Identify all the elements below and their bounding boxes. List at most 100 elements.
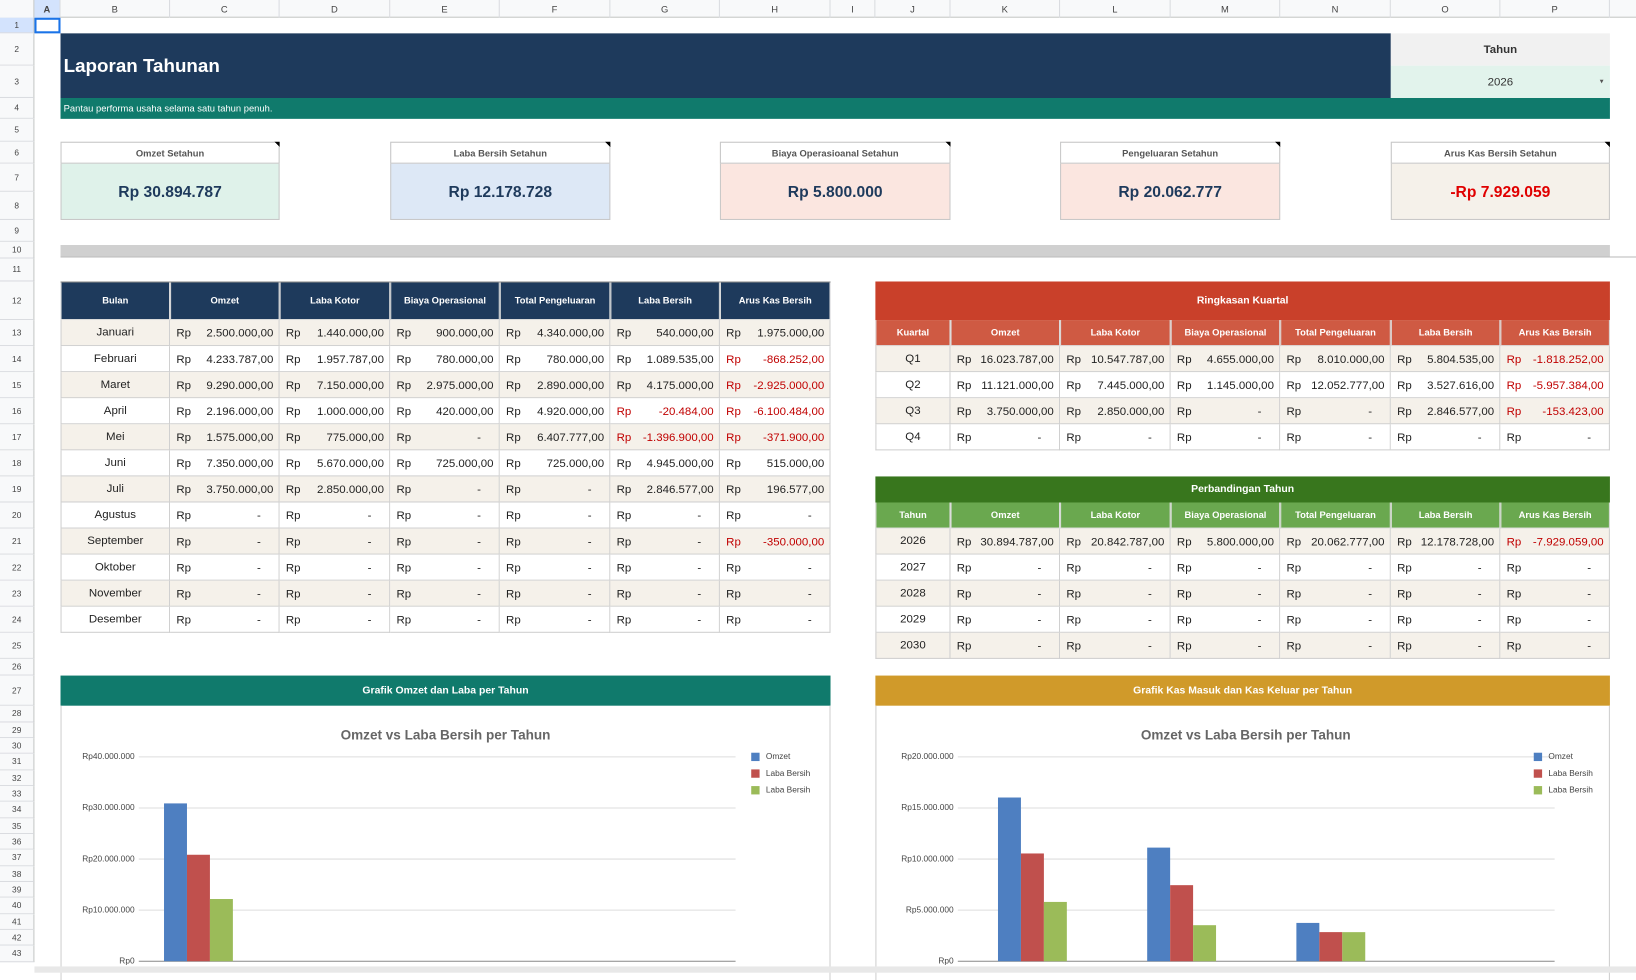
row-header[interactable]: 43 <box>0 945 35 963</box>
column-header[interactable]: G <box>610 0 720 18</box>
row-header[interactable]: 20 <box>0 502 35 529</box>
column-header[interactable]: N <box>1280 0 1391 18</box>
table-cell: 2030 <box>875 632 951 659</box>
row-header[interactable]: 24 <box>0 606 35 633</box>
row-header[interactable]: 32 <box>0 770 35 787</box>
dropdown-arrow: ▾ <box>1599 78 1604 85</box>
row-header[interactable]: 27 <box>0 675 35 706</box>
column-header[interactable]: C <box>170 0 280 18</box>
column-header[interactable]: I <box>831 0 876 18</box>
row-header[interactable]: 22 <box>0 554 35 581</box>
legend-swatch <box>1533 752 1543 762</box>
legend-label: Omzet <box>766 751 791 761</box>
column-header[interactable]: J <box>875 0 951 18</box>
currency: Rp <box>506 326 521 340</box>
amount: - <box>587 613 592 627</box>
table-cell <box>610 372 720 399</box>
row-header[interactable]: 41 <box>0 914 35 930</box>
amount: 2.196.000,00 <box>206 405 274 418</box>
table-cell <box>950 424 1061 451</box>
column-header[interactable]: B <box>61 0 171 18</box>
row-header[interactable]: 34 <box>0 801 35 819</box>
row-header[interactable]: 40 <box>0 897 35 915</box>
row-header[interactable]: 17 <box>0 424 35 451</box>
row-header[interactable]: 4 <box>0 97 35 119</box>
row-header[interactable]: 19 <box>0 476 35 503</box>
column-header[interactable]: D <box>280 0 391 18</box>
row-header[interactable]: 25 <box>0 632 35 659</box>
row-header[interactable]: 38 <box>0 866 35 882</box>
table-cell <box>170 424 280 451</box>
row-header[interactable]: 5 <box>0 118 35 142</box>
row-header[interactable]: 8 <box>0 191 35 220</box>
currency: Rp <box>726 509 741 522</box>
column-header[interactable]: H <box>720 0 831 18</box>
row-header[interactable]: 37 <box>0 849 35 867</box>
row-header[interactable]: 35 <box>0 818 35 835</box>
amount: 7.150.000,00 <box>316 378 384 392</box>
currency: Rp <box>1066 431 1081 444</box>
y-tick-label: Rp40.000.000 <box>82 751 135 761</box>
column-header[interactable]: A <box>34 0 61 18</box>
row-header[interactable]: 3 <box>0 65 35 98</box>
table-header: Kuartal <box>875 320 951 347</box>
row-header[interactable]: 13 <box>0 320 35 347</box>
row-header[interactable]: 18 <box>0 450 35 477</box>
column-header[interactable]: M <box>1171 0 1281 18</box>
row-header[interactable]: 9 <box>0 219 35 242</box>
row-header[interactable]: 42 <box>0 929 35 946</box>
row-header[interactable]: 30 <box>0 738 35 754</box>
divider-band <box>60 244 1610 257</box>
amount: - <box>477 509 481 522</box>
row-header[interactable]: 28 <box>0 705 35 723</box>
amount: - <box>1587 561 1592 574</box>
column-header[interactable]: L <box>1060 0 1171 18</box>
amount: 9.290.000,00 <box>206 378 274 392</box>
row-header[interactable]: 2 <box>0 33 35 66</box>
row-header[interactable]: 15 <box>0 372 35 399</box>
column-header[interactable]: F <box>500 0 611 18</box>
column-header[interactable]: P <box>1500 0 1610 18</box>
row-header[interactable]: 14 <box>0 346 35 373</box>
currency: Rp <box>726 535 741 548</box>
row-header[interactable]: 10 <box>0 241 35 259</box>
table-cell <box>1500 632 1610 659</box>
year-dropdown[interactable]: 2026 <box>1390 65 1610 98</box>
column-header[interactable]: O <box>1391 0 1501 18</box>
row-header[interactable]: 7 <box>0 163 35 192</box>
row-header[interactable]: 29 <box>0 722 35 739</box>
table-header: Laba Kotor <box>1060 502 1171 529</box>
table-cell <box>499 398 611 425</box>
amount: 725.000,00 <box>546 457 605 470</box>
row-header[interactable]: 16 <box>0 398 35 425</box>
currency: Rp <box>396 378 412 392</box>
amount: - <box>367 587 372 600</box>
table-cell <box>1170 346 1281 373</box>
row-header[interactable]: 36 <box>0 834 35 850</box>
table-cell <box>279 502 391 529</box>
row-header[interactable]: 26 <box>0 658 35 676</box>
row-header[interactable]: 6 <box>0 141 35 164</box>
row-header[interactable]: 1 <box>0 17 35 34</box>
table-cell <box>1170 424 1281 451</box>
divider-line <box>60 256 1636 258</box>
amount: -350.000,00 <box>762 535 825 548</box>
table-cell <box>610 580 720 607</box>
column-header[interactable]: E <box>390 0 500 18</box>
table-cell <box>1170 398 1281 425</box>
row-header[interactable]: 12 <box>0 281 35 321</box>
row-header[interactable]: 31 <box>0 753 35 771</box>
row-header[interactable]: 21 <box>0 528 35 555</box>
amount: - <box>1477 561 1482 574</box>
row-header[interactable]: 39 <box>0 881 35 898</box>
amount: - <box>587 587 592 600</box>
currency: Rp <box>1176 639 1192 653</box>
column-header[interactable]: K <box>951 0 1061 18</box>
table-cell <box>1500 554 1610 581</box>
row-header[interactable]: 11 <box>0 258 35 282</box>
row-header[interactable]: 33 <box>0 786 35 802</box>
row-header[interactable]: 23 <box>0 580 35 607</box>
kpi-label: Biaya Operasioanal Setahun <box>719 141 951 164</box>
